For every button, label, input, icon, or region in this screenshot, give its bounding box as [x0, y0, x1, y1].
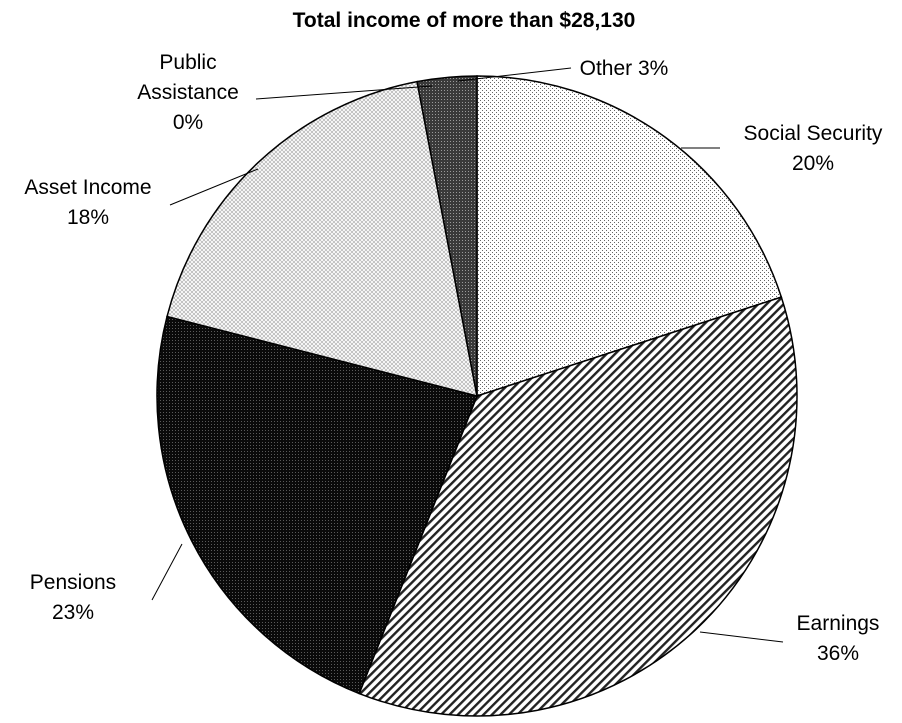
- slice-label-line: Pensions: [30, 571, 116, 594]
- slice-labels: Social Security 20% Earnings 36% Pensions 23%…: [24, 51, 883, 665]
- slice-label-public-assistance: Public Assistance 0%: [137, 51, 239, 134]
- slice-label-line: Asset Income: [24, 176, 151, 199]
- leader-line-earnings: [699, 631, 784, 643]
- pie-slice-other: [416, 75, 478, 397]
- slice-label-asset-income: Asset Income 18%: [24, 176, 151, 229]
- pie-slice-earnings: [358, 296, 798, 717]
- slice-label-social-security: Social Security 20%: [744, 122, 883, 175]
- slice-label-line: Assistance: [137, 81, 239, 104]
- pie-slices: [156, 75, 798, 717]
- slice-label-earnings: Earnings 36%: [797, 612, 880, 665]
- slice-label-other: Other 3%: [580, 57, 669, 80]
- slice-label-line: 23%: [52, 601, 94, 624]
- leader-lines: [151, 67, 784, 643]
- slice-label-pensions: Pensions 23%: [30, 571, 116, 624]
- slice-label-line: Public: [159, 51, 216, 74]
- slice-label-line: Social Security: [744, 122, 883, 145]
- slice-label-line: 18%: [67, 206, 109, 229]
- slice-label-line: 0%: [173, 111, 203, 134]
- slice-label-line: Earnings: [797, 612, 880, 635]
- slice-label-line: 36%: [817, 642, 859, 665]
- pie-slice-pensions: [156, 315, 479, 695]
- chart-title: Total income of more than $28,130: [293, 9, 636, 32]
- leader-line-public-assistance: [255, 85, 433, 100]
- pie-slice-asset-income: [166, 80, 478, 398]
- slice-label-line: Other 3%: [580, 57, 669, 80]
- leader-line-asset-income: [169, 168, 259, 206]
- leader-line-pensions: [151, 543, 183, 601]
- slice-label-line: 20%: [792, 152, 834, 175]
- leader-line-other: [457, 67, 572, 82]
- pie-slice-social-security: [476, 75, 783, 398]
